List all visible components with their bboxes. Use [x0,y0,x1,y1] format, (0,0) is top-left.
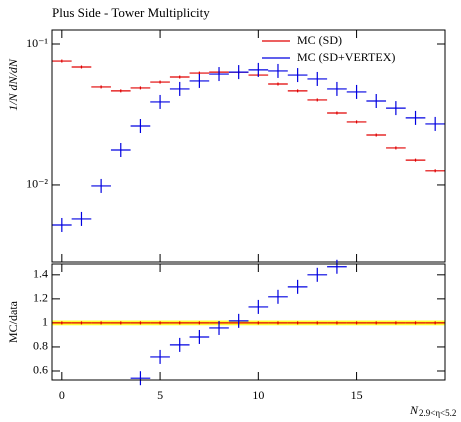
legend-label: MC (SD) [297,33,342,47]
data-point [209,320,229,335]
data-point [130,86,151,90]
data-point [169,321,190,325]
data-point [327,81,347,96]
data-point [228,65,249,80]
x-tick-label: 15 [351,388,363,402]
data-point [405,158,426,162]
data-point [386,146,406,150]
data-point [268,82,288,86]
data-point [307,98,328,102]
data-point [248,321,269,325]
data-point [425,321,445,325]
data-point [71,211,92,226]
plot-frame [51,29,446,263]
data-point [169,337,190,352]
x-axis-label-subscript: 2.9<η<5.2 [419,408,456,418]
data-point [268,63,288,78]
data-point [307,267,328,282]
plot-frame [51,263,446,381]
data-point [307,321,328,325]
y-axis-label: 1/N dN/dN [6,58,20,111]
y-tick-label: 1 [42,315,48,329]
data-point [327,111,347,115]
y-tick-label: 10⁻² [26,177,48,191]
data-point [52,59,72,63]
data-point [346,321,367,325]
data-point [150,349,170,364]
data-point [150,94,170,109]
y-tick-label: 0.8 [33,339,48,353]
data-point [228,313,249,328]
data-point [110,321,131,325]
data-point [287,279,308,294]
data-point [346,84,367,99]
y-tick-label: 0.6 [33,363,48,377]
data-point [150,80,170,84]
legend-label: MC (SD+VERTEX) [297,50,395,64]
data-point [405,110,426,125]
data-point [169,75,190,79]
data-point [327,321,347,325]
data-point [366,94,387,109]
data-point [248,299,269,314]
data-point [130,371,151,386]
data-point [346,120,367,124]
data-point [386,321,406,325]
data-point [268,289,288,304]
data-point [71,65,92,69]
data-point [150,321,170,325]
chart-title: Plus Side - Tower Multiplicity [52,5,210,20]
data-point [287,89,308,93]
y-axis-label: MC/data [6,300,20,343]
x-axis-label: N [409,403,419,417]
data-point [425,169,445,173]
data-point [52,321,72,325]
data-point [386,101,406,116]
data-point [189,321,210,325]
data-point [405,321,426,325]
data-point [169,81,190,96]
data-point [366,133,387,137]
data-point [209,67,229,82]
data-point [91,321,111,325]
data-point [91,85,111,89]
data-point [189,329,210,344]
y-tick-label: 10⁻¹ [26,36,48,50]
x-tick-label: 0 [59,388,65,402]
y-tick-label: 1.2 [33,291,48,305]
data-point [71,321,92,325]
data-point [425,116,445,131]
data-point [307,71,328,86]
data-point [52,217,72,232]
data-point [130,321,151,325]
data-point [110,89,131,93]
y-tick-label: 1.4 [33,267,48,281]
x-tick-label: 10 [252,388,264,402]
data-point [130,118,151,133]
data-point [248,62,269,77]
data-point [287,68,308,83]
data-point [110,142,131,157]
data-point [366,321,387,325]
data-point [189,73,210,88]
x-tick-label: 5 [157,388,163,402]
data-point [287,321,308,325]
data-point [327,259,347,274]
data-point [268,321,288,325]
data-point [91,178,111,193]
